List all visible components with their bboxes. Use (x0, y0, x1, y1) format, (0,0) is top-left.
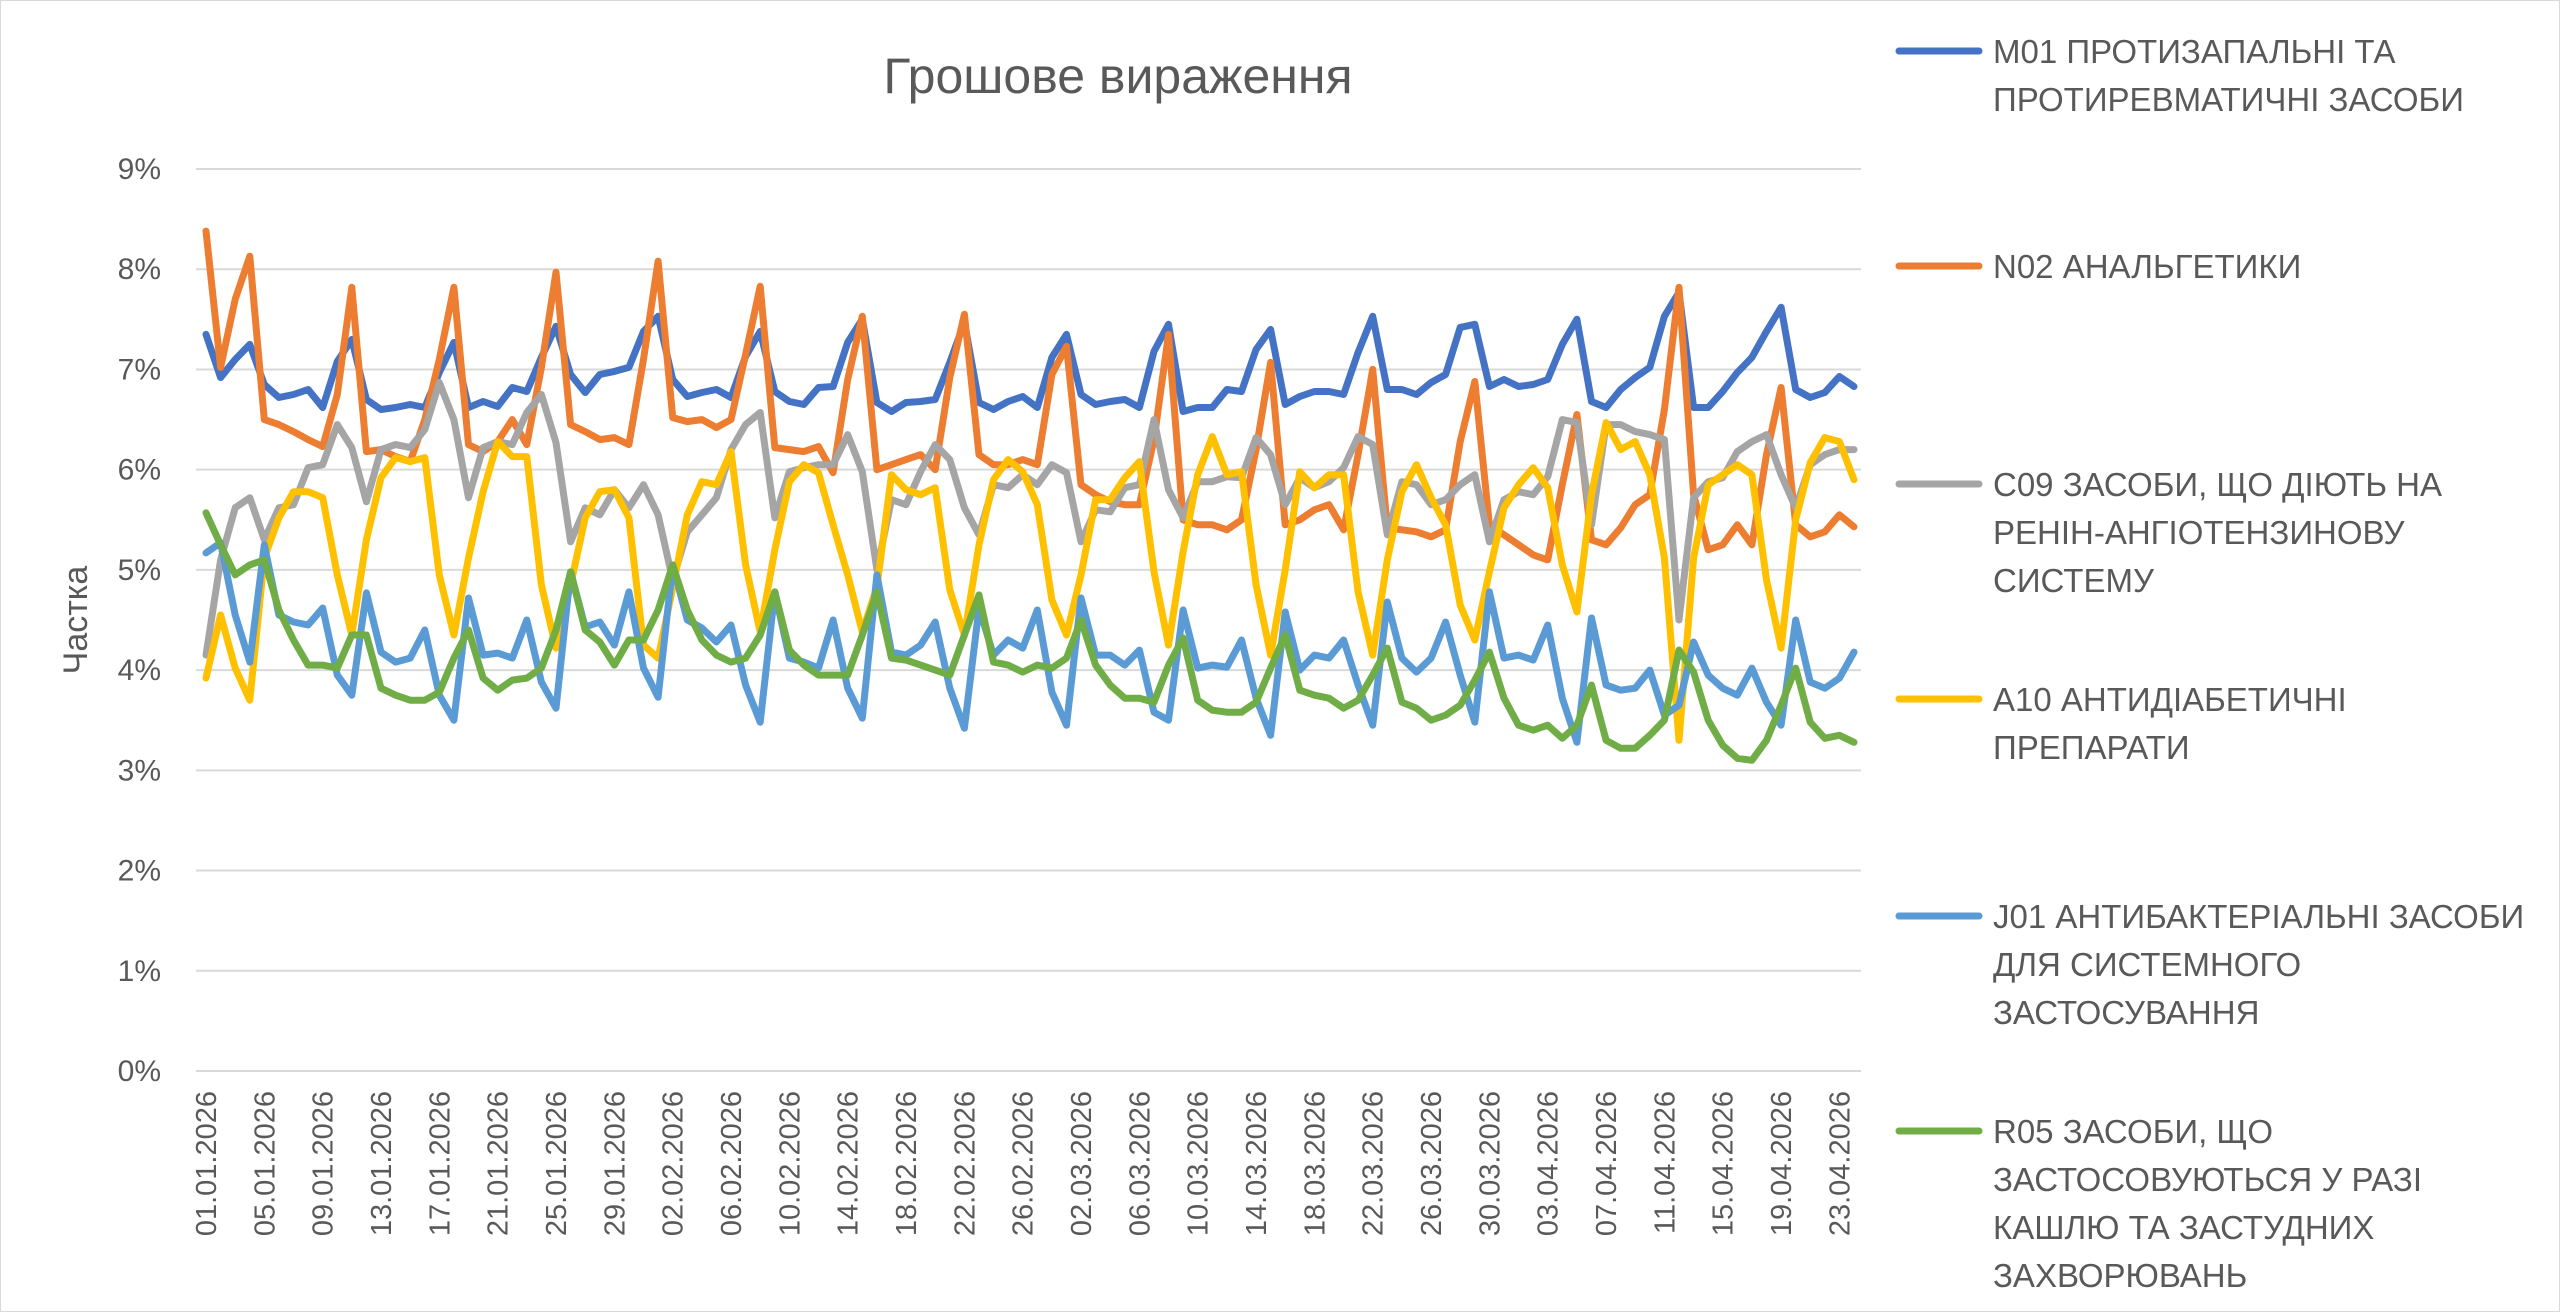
x-tick-label: 18.03.2026 (1299, 1091, 1331, 1236)
legend-label: A10 АНТИДІАБЕТИЧНІ ПРЕПАРАТИ (1993, 681, 2347, 766)
x-tick-label: 22.03.2026 (1358, 1091, 1390, 1236)
x-tick-label: 06.02.2026 (716, 1091, 748, 1236)
x-tick-label: 30.03.2026 (1474, 1091, 1506, 1236)
x-tick-label: 26.03.2026 (1416, 1091, 1448, 1236)
x-tick-label: 15.04.2026 (1708, 1091, 1740, 1236)
x-tick-label: 13.01.2026 (366, 1091, 398, 1236)
y-tick-label: 4% (118, 654, 161, 687)
legend-label: R05 ЗАСОБИ, ЩО ЗАСТОСОВУЮТЬСЯ У РАЗІ КАШЛЮ… (1993, 1113, 2422, 1294)
x-tick-label: 14.03.2026 (1241, 1091, 1273, 1236)
x-tick-label: 11.04.2026 (1649, 1091, 1681, 1234)
x-tick-label: 23.04.2026 (1824, 1091, 1856, 1236)
x-tick-label: 02.03.2026 (1066, 1091, 1098, 1236)
y-axis-ticks: 0% 1% 2% 3% 4% 5% 6% 7% 8% 9% (118, 153, 161, 1088)
y-tick-label: 3% (118, 754, 161, 787)
legend-label: M01 ПРОТИЗАПАЛЬНІ ТА ПРОТИРЕВМАТИЧНІ ЗАСО… (1993, 33, 2464, 118)
legend-item-4: A10 АНТИДІАБЕТИЧНІ ПРЕПАРАТИ (1895, 681, 2347, 766)
y-tick-label: 1% (118, 955, 161, 988)
x-tick-label: 07.04.2026 (1591, 1091, 1623, 1236)
gridlines (196, 168, 1861, 1072)
chart-title: Грошове вираження (883, 48, 1352, 104)
series-line-1 (202, 288, 1858, 415)
legend-item-2: N02 АНАЛЬГЕТИКИ (1895, 248, 2301, 285)
y-tick-label: 9% (118, 153, 161, 186)
legend-item-6: R05 ЗАСОБИ, ЩО ЗАСТОСОВУЮТЬСЯ У РАЗІ КАШЛЮ… (1895, 1113, 2422, 1294)
x-tick-label: 03.04.2026 (1533, 1091, 1565, 1236)
x-tick-label: 26.02.2026 (1008, 1091, 1040, 1236)
x-tick-label: 05.01.2026 (249, 1091, 281, 1236)
x-tick-label: 25.01.2026 (541, 1091, 573, 1236)
x-tick-label: 02.02.2026 (658, 1091, 690, 1236)
legend-item-1: M01 ПРОТИЗАПАЛЬНІ ТА ПРОТИРЕВМАТИЧНІ ЗАСО… (1895, 33, 2464, 118)
legend-item-5: J01 АНТИБАКТЕРІАЛЬНІ ЗАСОБИ ДЛЯ СИСТЕМНОГ… (1895, 898, 2524, 1031)
series-lines (202, 227, 1858, 764)
y-tick-label: 2% (118, 855, 161, 888)
x-tick-label: 14.02.2026 (833, 1091, 865, 1236)
y-tick-label: 5% (118, 554, 161, 587)
y-axis-label: Частка (57, 566, 95, 675)
y-tick-label: 7% (118, 353, 161, 386)
x-tick-label: 09.01.2026 (308, 1091, 340, 1236)
x-tick-label: 29.01.2026 (599, 1091, 631, 1236)
legend-item-3: C09 ЗАСОБИ, ЩО ДІЮТЬ НА РЕНІН-АНГІОТЕНЗИН… (1895, 466, 2442, 599)
x-tick-label: 10.02.2026 (774, 1091, 806, 1236)
x-tick-label: 01.01.2026 (191, 1091, 223, 1236)
legend-label: N02 АНАЛЬГЕТИКИ (1993, 248, 2301, 285)
x-tick-label: 06.03.2026 (1124, 1091, 1156, 1236)
y-tick-label: 6% (118, 454, 161, 487)
series-line-6 (202, 509, 1858, 764)
y-tick-label: 8% (118, 253, 161, 286)
x-tick-label: 19.04.2026 (1766, 1091, 1798, 1236)
x-tick-label: 18.02.2026 (891, 1091, 923, 1236)
series-line-2 (202, 227, 1858, 564)
legend-label: J01 АНТИБАКТЕРІАЛЬНІ ЗАСОБИ ДЛЯ СИСТЕМНОГ… (1993, 898, 2524, 1031)
x-tick-label: 22.02.2026 (949, 1091, 981, 1236)
legend: M01 ПРОТИЗАПАЛЬНІ ТА ПРОТИРЕВМАТИЧНІ ЗАСО… (1895, 33, 2524, 1294)
y-tick-label: 0% (118, 1055, 161, 1088)
x-tick-label: 17.01.2026 (424, 1091, 456, 1236)
x-tick-label: 21.01.2026 (483, 1091, 515, 1236)
x-axis-ticks: 01.01.2026 05.01.2026 09.01.2026 13.01.2026… (191, 1091, 1856, 1236)
series-line-4 (202, 419, 1858, 744)
legend-label: C09 ЗАСОБИ, ЩО ДІЮТЬ НА РЕНІН-АНГІОТЕНЗИН… (1993, 466, 2442, 599)
x-tick-label: 10.03.2026 (1183, 1091, 1215, 1236)
series-line-5 (202, 539, 1858, 746)
